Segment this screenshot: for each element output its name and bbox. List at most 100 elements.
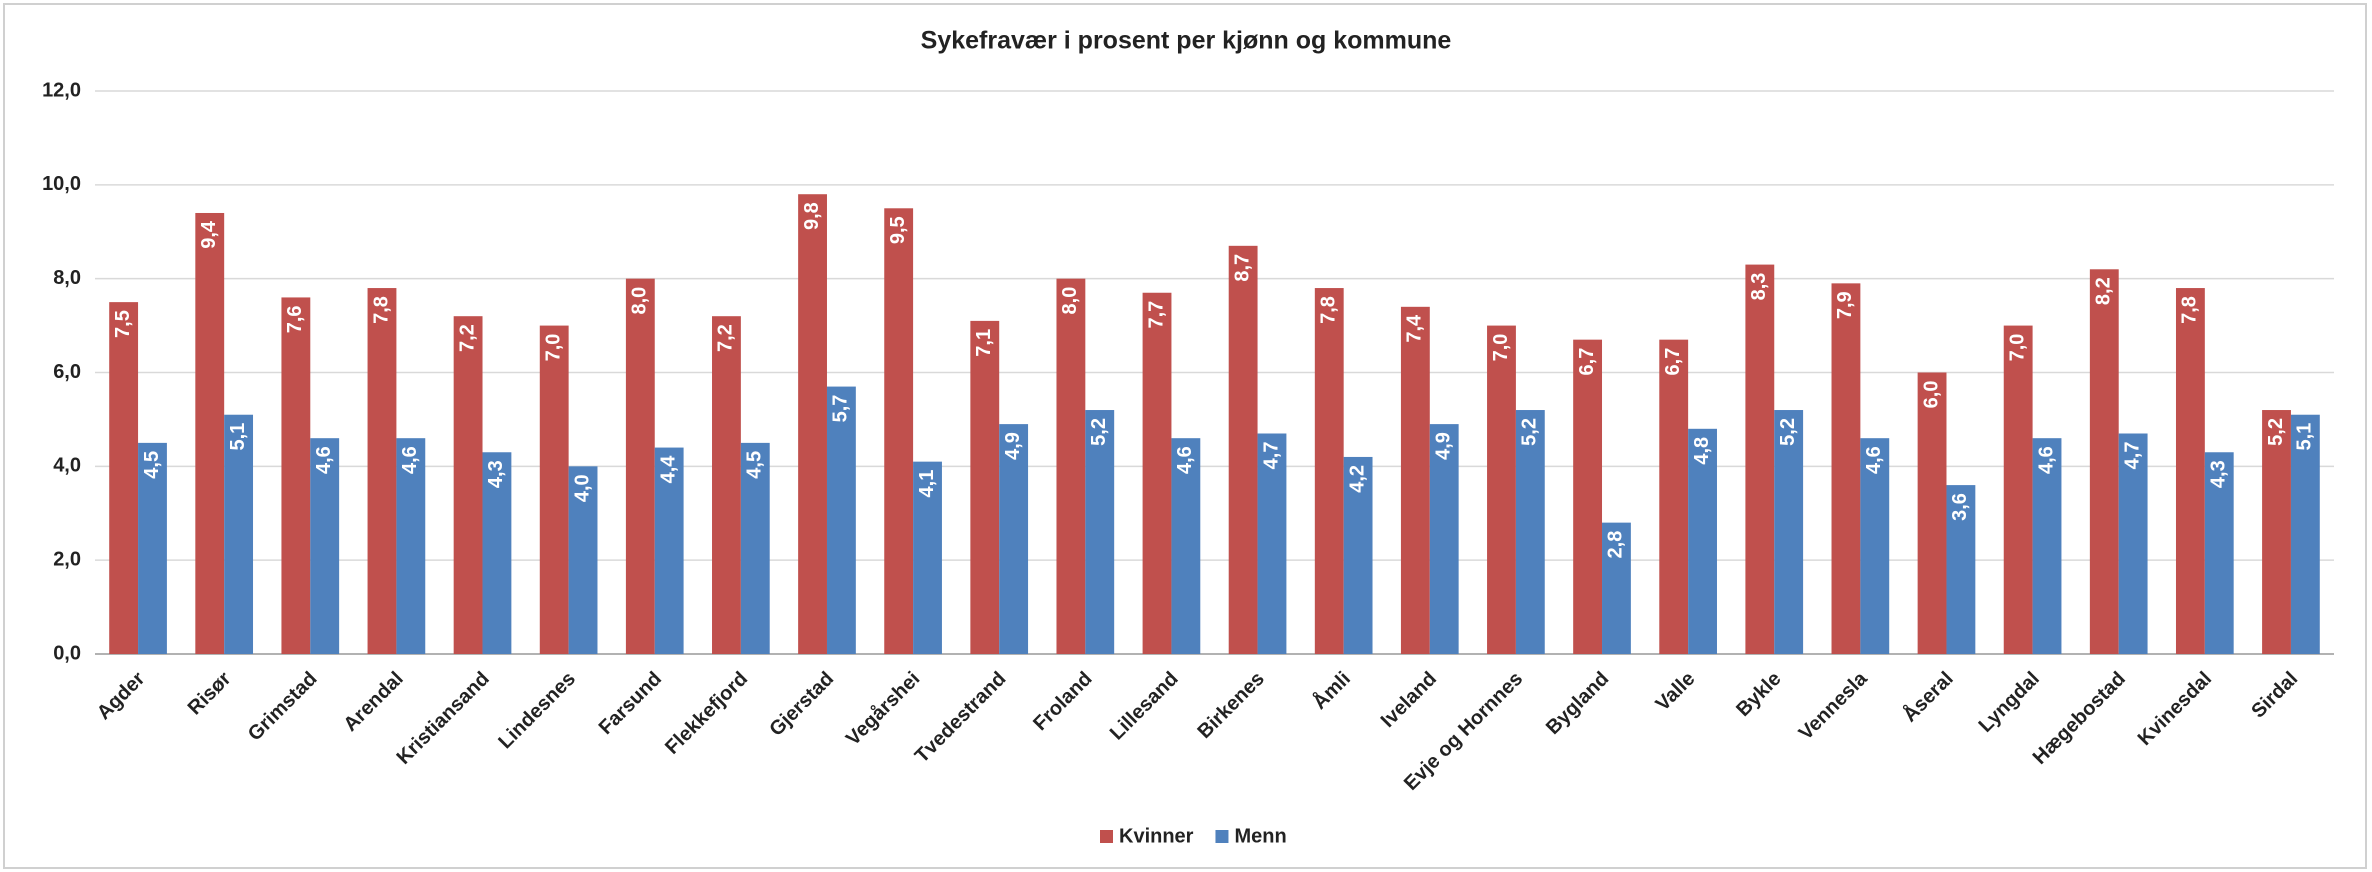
data-label: 7,6 xyxy=(284,305,306,333)
bar xyxy=(1515,410,1545,654)
bar xyxy=(2089,269,2119,654)
bar xyxy=(109,302,139,654)
data-label: 4,8 xyxy=(1691,437,1713,465)
data-label: 7,0 xyxy=(1490,334,1512,362)
bar xyxy=(1831,283,1861,654)
data-label: 4,2 xyxy=(1346,465,1368,493)
bar xyxy=(913,461,942,654)
bar xyxy=(625,278,655,654)
data-label: 8,7 xyxy=(1231,254,1253,282)
bar xyxy=(195,212,225,654)
bar xyxy=(453,316,483,654)
data-label: 5,2 xyxy=(1519,418,1541,446)
bar xyxy=(2032,438,2062,654)
bar xyxy=(1602,522,1631,654)
data-label: 8,0 xyxy=(1059,287,1081,315)
data-label: 4,0 xyxy=(571,474,593,502)
bar xyxy=(970,320,1000,654)
bar xyxy=(1917,372,1947,654)
bar xyxy=(281,297,311,654)
bar xyxy=(568,466,598,654)
data-label: 4,6 xyxy=(2035,446,2057,474)
y-tick-label: 12,0 xyxy=(42,79,81,101)
data-label: 4,3 xyxy=(485,460,507,488)
data-label: 5,2 xyxy=(2265,418,2287,446)
bar xyxy=(2204,452,2234,654)
data-label: 4,9 xyxy=(1002,432,1024,460)
chart-title: Sykefravær i prosent per kjønn og kommun… xyxy=(921,27,1452,55)
data-label: 7,8 xyxy=(1318,296,1340,324)
chart-frame xyxy=(3,3,2367,869)
bar xyxy=(1946,485,1976,654)
data-label: 9,5 xyxy=(887,216,909,244)
y-tick-label: 0,0 xyxy=(53,642,81,664)
bar xyxy=(2290,414,2320,654)
bar xyxy=(1228,245,1258,654)
y-tick-label: 2,0 xyxy=(53,548,81,570)
data-label: 4,4 xyxy=(657,455,679,484)
bar xyxy=(224,414,254,654)
bar xyxy=(310,438,340,654)
bar xyxy=(1429,424,1459,654)
bar xyxy=(1257,433,1287,654)
data-label: 4,7 xyxy=(1260,441,1282,469)
data-label: 5,1 xyxy=(2294,423,2316,451)
data-label: 7,0 xyxy=(2006,334,2028,362)
data-label: 7,8 xyxy=(370,296,392,324)
y-tick-label: 6,0 xyxy=(53,361,81,383)
bar xyxy=(1659,339,1689,654)
bar xyxy=(2175,288,2205,654)
data-label: 6,7 xyxy=(1662,348,1684,376)
data-label: 7,9 xyxy=(1834,291,1856,319)
legend-swatch xyxy=(1215,830,1229,843)
bar xyxy=(1860,438,1890,654)
data-label: 4,6 xyxy=(399,446,421,474)
data-label: 6,0 xyxy=(1920,381,1942,409)
data-label: 9,8 xyxy=(801,202,823,230)
data-label: 7,5 xyxy=(112,310,134,338)
data-label: 4,6 xyxy=(313,446,335,474)
data-label: 7,4 xyxy=(1404,314,1426,343)
bar xyxy=(1085,410,1115,654)
bar xyxy=(1487,325,1516,654)
bar xyxy=(2262,410,2291,654)
data-label: 7,0 xyxy=(542,334,564,362)
bar xyxy=(396,438,426,654)
bar xyxy=(826,386,856,654)
data-label: 7,7 xyxy=(1145,301,1167,329)
bar xyxy=(1314,288,1344,654)
data-label: 4,9 xyxy=(1432,432,1454,460)
bar xyxy=(1774,410,1804,654)
data-label: 4,3 xyxy=(2208,460,2230,488)
data-label: 4,5 xyxy=(744,451,766,479)
bar xyxy=(138,442,167,654)
bar xyxy=(999,424,1029,654)
data-label: 4,5 xyxy=(141,451,163,479)
bar xyxy=(1142,292,1172,654)
bar xyxy=(2118,433,2148,654)
data-label: 3,6 xyxy=(1949,493,1971,521)
data-label: 4,6 xyxy=(1174,446,1196,474)
y-tick-label: 10,0 xyxy=(42,173,81,195)
bar xyxy=(367,288,397,654)
data-label: 5,1 xyxy=(227,423,249,451)
bar xyxy=(1056,278,1086,654)
y-tick-label: 8,0 xyxy=(53,267,81,289)
bar xyxy=(1171,438,1201,654)
bar xyxy=(1343,456,1373,654)
data-label: 2,8 xyxy=(1605,531,1627,559)
legend-label: Menn xyxy=(1234,825,1286,847)
data-label: 7,2 xyxy=(715,324,737,352)
bar xyxy=(740,442,770,654)
data-label: 8,3 xyxy=(1748,273,1770,301)
bar xyxy=(1688,428,1717,654)
legend-swatch xyxy=(1100,830,1113,843)
bar xyxy=(884,208,914,654)
data-label: 8,2 xyxy=(2093,277,2115,305)
data-label: 5,2 xyxy=(1777,418,1799,446)
data-label: 4,6 xyxy=(1863,446,1885,474)
data-label: 5,7 xyxy=(830,395,852,423)
bar xyxy=(1573,339,1603,654)
bar xyxy=(712,316,741,654)
